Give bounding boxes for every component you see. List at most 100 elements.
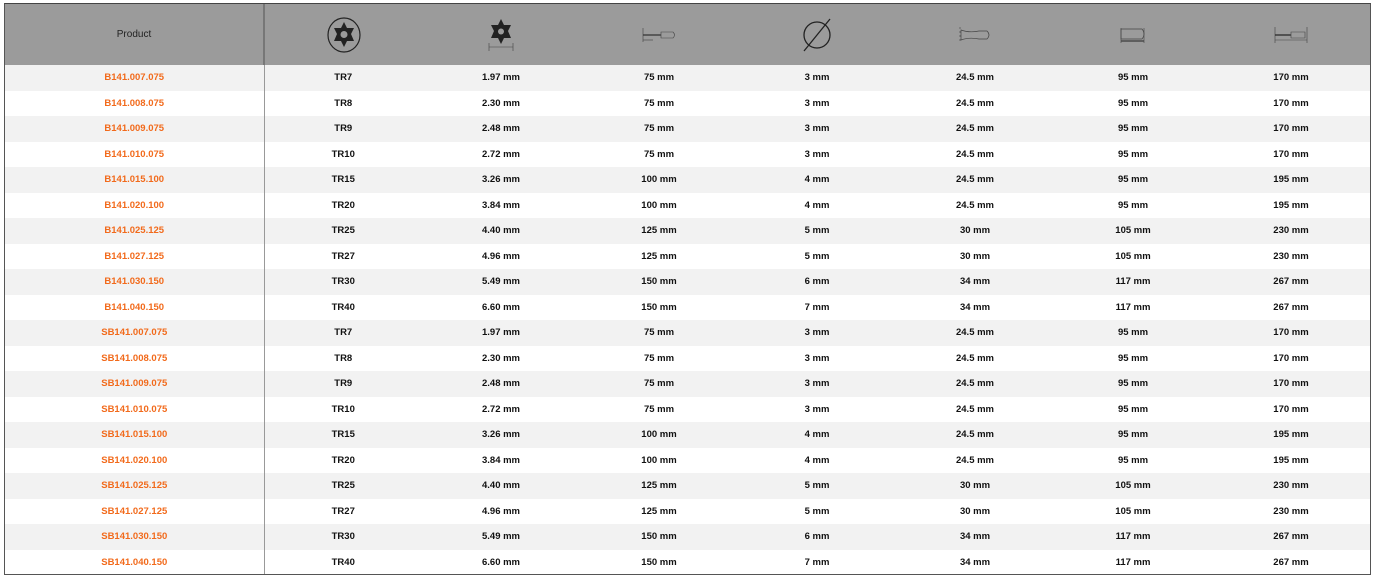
handle-length: 95 mm [1054, 371, 1212, 397]
torx-size: TR8 [264, 90, 422, 116]
blade-length: 125 mm [580, 243, 738, 269]
product-code[interactable]: B141.030.150 [5, 269, 265, 295]
handle-diameter: 24.5 mm [896, 116, 1054, 142]
tip-size: 2.30 mm [422, 90, 580, 116]
table-row: SB141.015.100 TR15 3.26 mm 100 mm 4 mm 24.5 m… [5, 422, 1370, 448]
handle-diameter: 30 mm [896, 218, 1054, 244]
overall-length: 267 mm [1212, 269, 1370, 295]
diameter: 3 mm [738, 90, 896, 116]
diameter: 4 mm [738, 422, 896, 448]
product-code[interactable]: B141.020.100 [5, 192, 265, 218]
table-row: B141.027.125 TR27 4.96 mm 125 mm 5 mm 30 mm 10… [5, 243, 1370, 269]
tip-size: 3.84 mm [422, 447, 580, 473]
torx-size: TR30 [264, 269, 422, 295]
handle-diameter: 30 mm [896, 243, 1054, 269]
handle-length: 117 mm [1054, 524, 1212, 550]
torx-size: TR30 [264, 524, 422, 550]
diameter: 4 mm [738, 447, 896, 473]
handle-length: 117 mm [1054, 294, 1212, 320]
product-code[interactable]: SB141.040.150 [5, 549, 265, 574]
blade-length: 100 mm [580, 422, 738, 448]
overall-length: 170 mm [1212, 65, 1370, 91]
blade-length: 75 mm [580, 90, 738, 116]
handle-length-icon [1054, 4, 1212, 65]
blade-length-icon [580, 4, 738, 65]
overall-length: 170 mm [1212, 396, 1370, 422]
blade-length: 75 mm [580, 371, 738, 397]
tip-size: 1.97 mm [422, 65, 580, 91]
product-code[interactable]: SB141.007.075 [5, 320, 265, 346]
product-code[interactable]: SB141.020.100 [5, 447, 265, 473]
product-code[interactable]: SB141.015.100 [5, 422, 265, 448]
blade-length: 125 mm [580, 218, 738, 244]
product-code[interactable]: B141.015.100 [5, 167, 265, 193]
handle-diameter: 24.5 mm [896, 90, 1054, 116]
handle-length: 105 mm [1054, 218, 1212, 244]
overall-length-icon [1212, 4, 1370, 65]
diameter: 6 mm [738, 269, 896, 295]
handle-diameter: 30 mm [896, 498, 1054, 524]
tip-size: 1.97 mm [422, 320, 580, 346]
blade-length: 150 mm [580, 524, 738, 550]
torx-size: TR9 [264, 371, 422, 397]
tip-size: 4.40 mm [422, 473, 580, 499]
overall-length: 230 mm [1212, 243, 1370, 269]
table-row: SB141.020.100 TR20 3.84 mm 100 mm 4 mm 24.5 m… [5, 447, 1370, 473]
table-row: SB141.027.125 TR27 4.96 mm 125 mm 5 mm 30 mm 1… [5, 498, 1370, 524]
product-code[interactable]: SB141.027.125 [5, 498, 265, 524]
overall-length: 170 mm [1212, 141, 1370, 167]
torx-size: TR15 [264, 167, 422, 193]
overall-length: 267 mm [1212, 549, 1370, 574]
torx-size: TR40 [264, 549, 422, 574]
overall-length: 267 mm [1212, 524, 1370, 550]
handle-diameter: 24.5 mm [896, 141, 1054, 167]
table-row: SB141.007.075 TR7 1.97 mm 75 mm 3 mm 24.5 mm 9… [5, 320, 1370, 346]
tip-size: 5.49 mm [422, 269, 580, 295]
handle-length: 117 mm [1054, 269, 1212, 295]
handle-length: 95 mm [1054, 141, 1212, 167]
blade-length: 75 mm [580, 345, 738, 371]
blade-length: 75 mm [580, 396, 738, 422]
product-code[interactable]: B141.007.075 [5, 65, 265, 91]
torx-size: TR20 [264, 192, 422, 218]
diameter: 4 mm [738, 192, 896, 218]
tip-size: 3.26 mm [422, 422, 580, 448]
handle-length: 95 mm [1054, 167, 1212, 193]
torx-size: TR9 [264, 116, 422, 142]
product-code[interactable]: B141.027.125 [5, 243, 265, 269]
handle-length: 95 mm [1054, 447, 1212, 473]
blade-length: 100 mm [580, 167, 738, 193]
torx-size: TR40 [264, 294, 422, 320]
handle-diameter: 24.5 mm [896, 320, 1054, 346]
product-code[interactable]: B141.040.150 [5, 294, 265, 320]
table-row: B141.008.075 TR8 2.30 mm 75 mm 3 mm 24.5 mm 95… [5, 90, 1370, 116]
product-code[interactable]: B141.009.075 [5, 116, 265, 142]
handle-diameter: 24.5 mm [896, 422, 1054, 448]
product-code[interactable]: B141.010.075 [5, 141, 265, 167]
product-code[interactable]: SB141.008.075 [5, 345, 265, 371]
blade-length: 150 mm [580, 294, 738, 320]
torx-size: TR15 [264, 422, 422, 448]
torx-size: TR27 [264, 498, 422, 524]
product-code[interactable]: SB141.009.075 [5, 371, 265, 397]
blade-length: 75 mm [580, 141, 738, 167]
product-code[interactable]: SB141.010.075 [5, 396, 265, 422]
product-code[interactable]: B141.008.075 [5, 90, 265, 116]
product-code[interactable]: B141.025.125 [5, 218, 265, 244]
overall-length: 230 mm [1212, 498, 1370, 524]
diameter-icon [738, 4, 896, 65]
handle-diameter: 34 mm [896, 269, 1054, 295]
table-row: B141.020.100 TR20 3.84 mm 100 mm 4 mm 24.5 mm… [5, 192, 1370, 218]
blade-length: 125 mm [580, 498, 738, 524]
blade-length: 75 mm [580, 116, 738, 142]
diameter: 5 mm [738, 218, 896, 244]
torx-size: TR25 [264, 218, 422, 244]
product-code[interactable]: SB141.025.125 [5, 473, 265, 499]
overall-length: 195 mm [1212, 447, 1370, 473]
handle-length: 95 mm [1054, 65, 1212, 91]
diameter: 3 mm [738, 141, 896, 167]
table-row: SB141.030.150 TR30 5.49 mm 150 mm 6 mm 34 mm 1… [5, 524, 1370, 550]
product-code[interactable]: SB141.030.150 [5, 524, 265, 550]
diameter: 3 mm [738, 345, 896, 371]
diameter: 3 mm [738, 371, 896, 397]
